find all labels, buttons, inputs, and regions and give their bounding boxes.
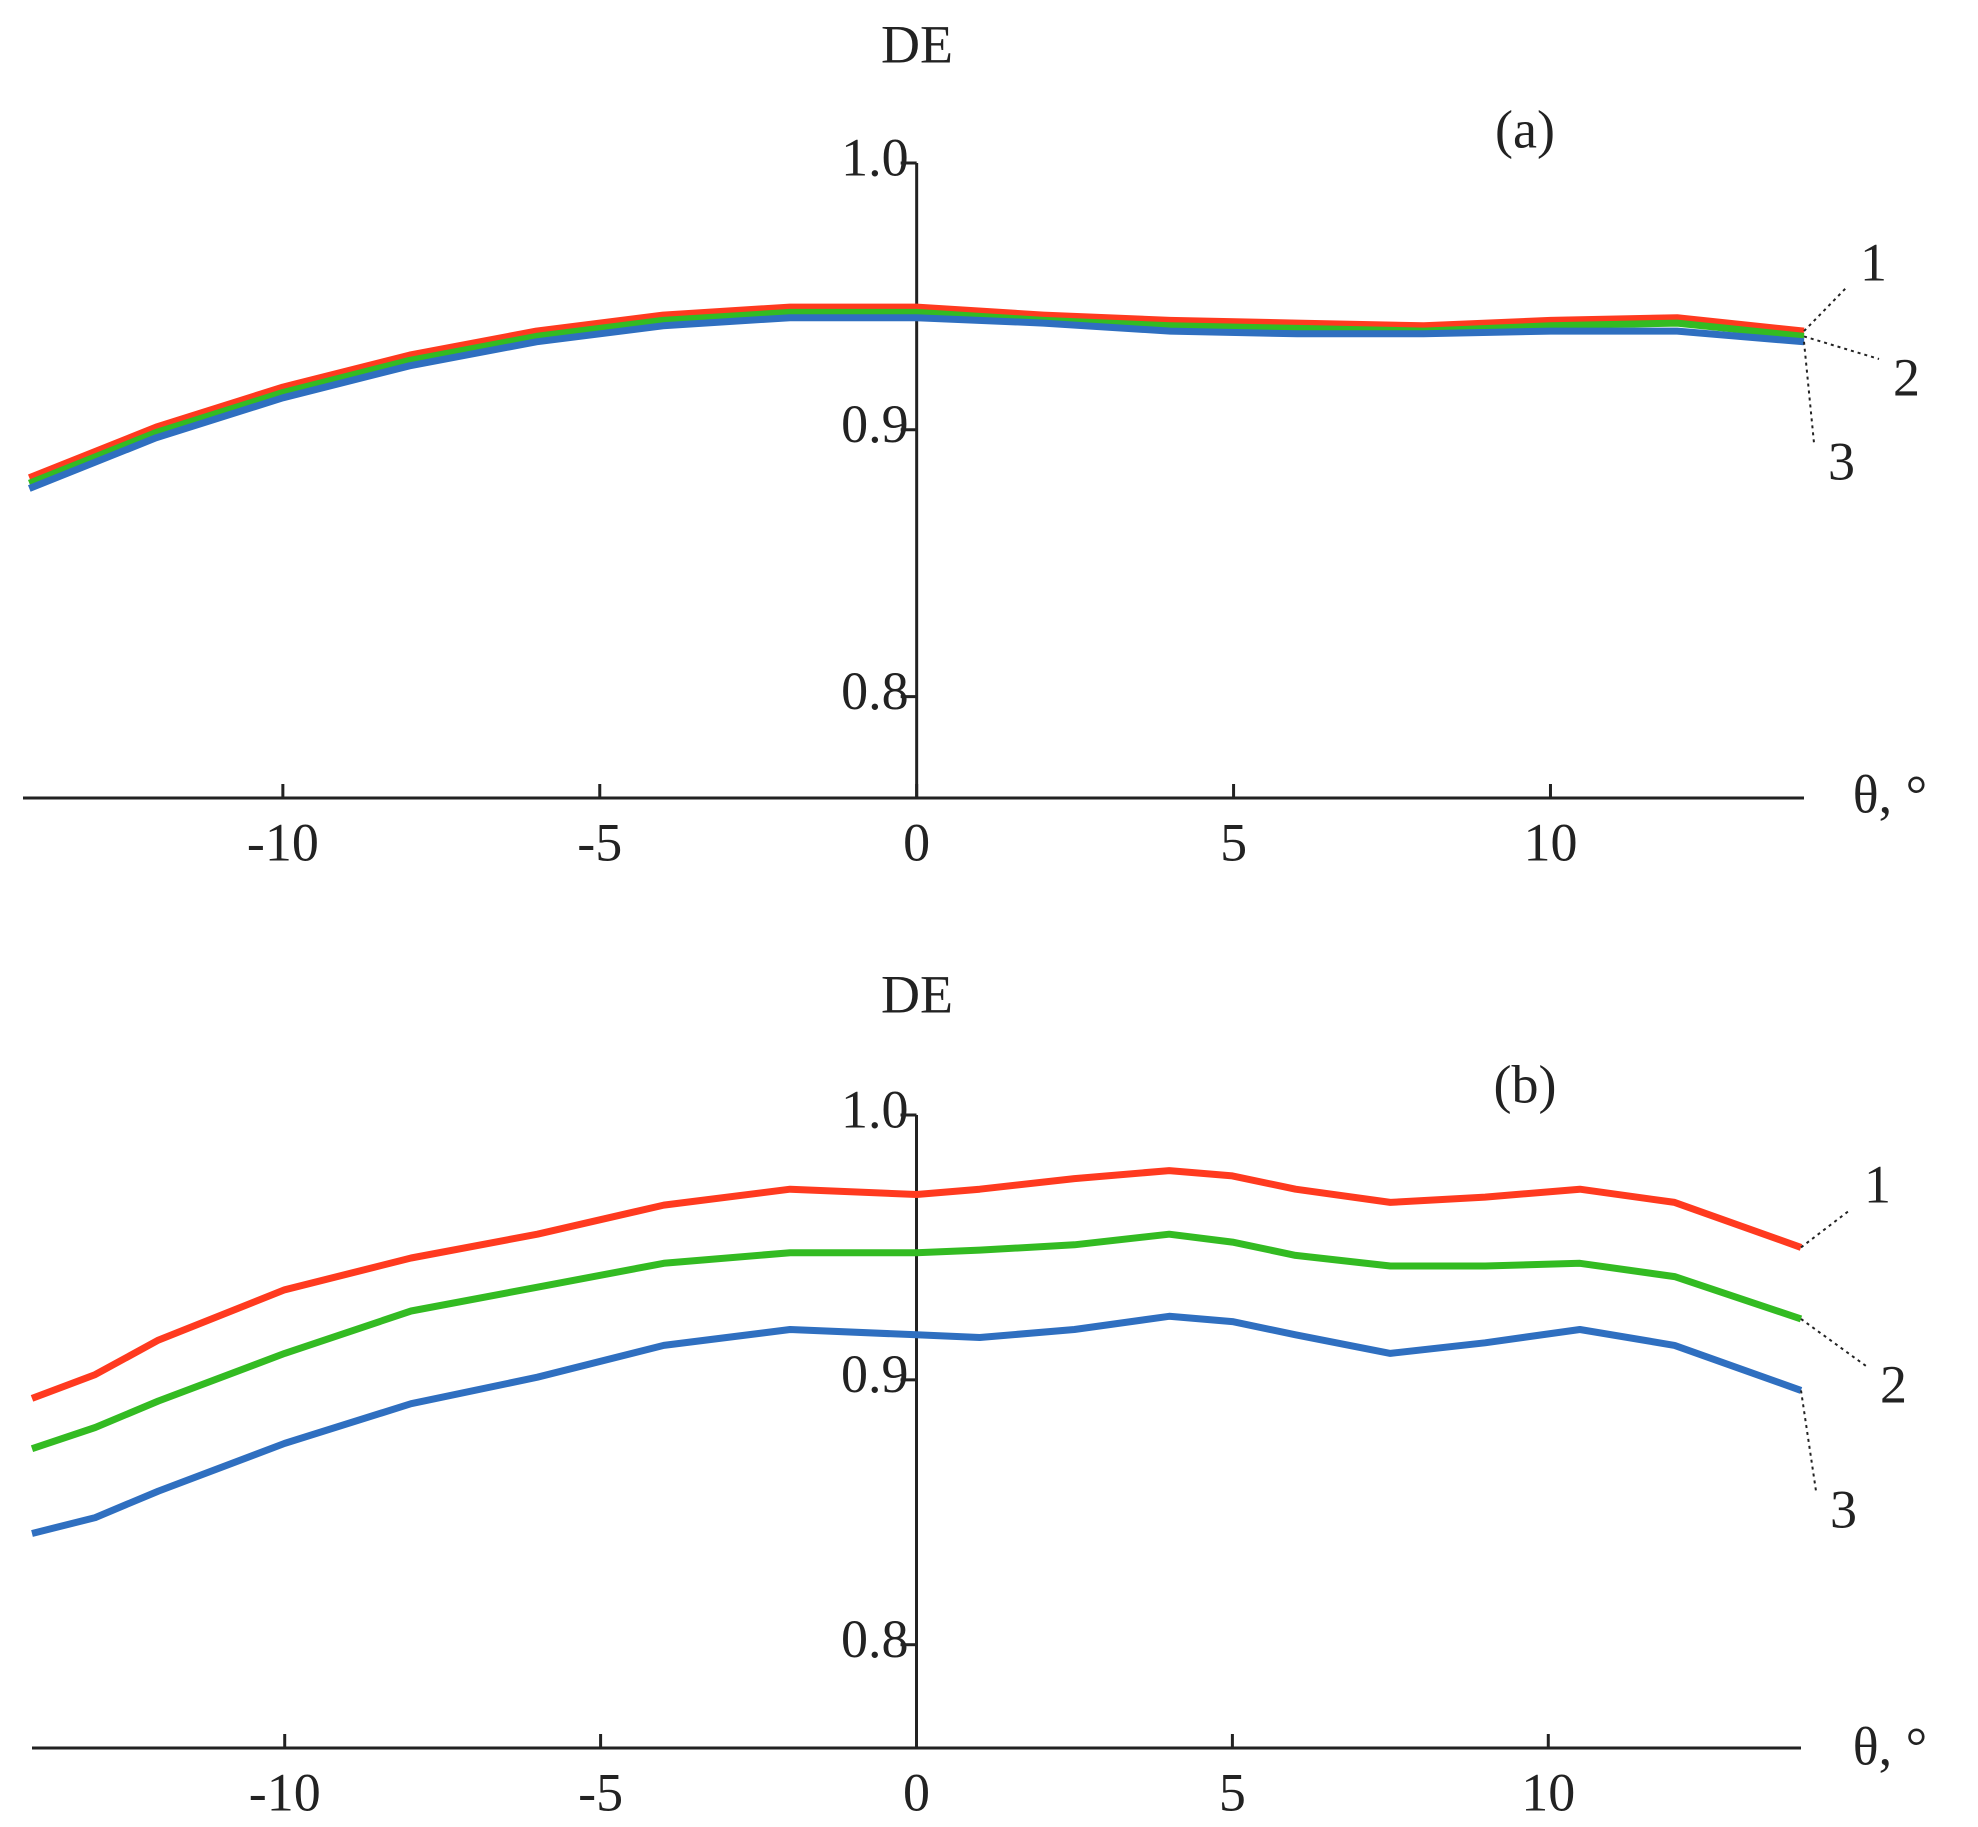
series-label: 1: [1860, 232, 1887, 292]
series-label: 2: [1893, 347, 1920, 407]
series-line: [30, 1167, 1803, 1402]
y-tick-label: 0.9: [841, 394, 909, 454]
leader-line: [1803, 341, 1815, 444]
series-line: [28, 314, 1805, 492]
y-tick-label: 0.8: [841, 1609, 909, 1669]
x-tick-label: 10: [1523, 812, 1577, 872]
series-line: [30, 1230, 1803, 1453]
series-label: 1: [1864, 1154, 1891, 1214]
x-tick-label: 5: [1220, 812, 1247, 872]
panel-label: (a): [1495, 99, 1555, 159]
x-tick-label: -5: [577, 812, 622, 872]
x-tick-label: 10: [1521, 1762, 1575, 1822]
leader-line: [1803, 335, 1880, 360]
y-axis-label: DE: [881, 964, 953, 1024]
leader-line: [1803, 287, 1847, 332]
x-axis-label: θ, °: [1853, 764, 1927, 824]
leader-line: [1800, 1209, 1851, 1249]
series-label: 2: [1880, 1354, 1907, 1414]
series-line: [31, 1312, 1803, 1537]
leader-line: [1800, 1390, 1817, 1492]
series-label: 3: [1830, 1479, 1857, 1539]
series-line: [28, 308, 1805, 487]
x-tick-label: -10: [247, 812, 319, 872]
x-tick-label: -5: [578, 1762, 623, 1822]
y-tick-label: 0.8: [841, 661, 909, 721]
leader-line: [1800, 1318, 1867, 1367]
y-tick-label: 1.0: [841, 127, 909, 187]
series-label: 3: [1828, 431, 1855, 491]
y-tick-label: 1.0: [841, 1079, 909, 1139]
x-tick-label: 0: [903, 1762, 930, 1822]
x-axis-label: θ, °: [1853, 1716, 1927, 1776]
x-tick-label: 5: [1219, 1762, 1246, 1822]
panel-label: (b): [1494, 1054, 1557, 1114]
series-line: [28, 303, 1805, 482]
x-tick-label: -10: [249, 1762, 321, 1822]
y-axis-label: DE: [881, 14, 953, 74]
x-tick-label: 0: [903, 812, 930, 872]
y-tick-label: 0.9: [841, 1344, 909, 1404]
